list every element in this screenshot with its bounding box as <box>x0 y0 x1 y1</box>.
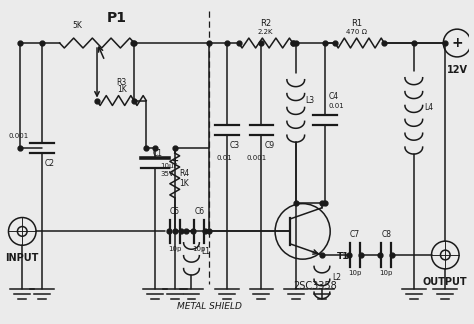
Text: C4: C4 <box>328 92 338 100</box>
Text: R2: R2 <box>260 19 271 28</box>
Text: 0.01: 0.01 <box>216 155 232 161</box>
Text: 10p: 10p <box>192 246 206 252</box>
Text: 10μF: 10μF <box>160 163 177 169</box>
Text: 470 Ω: 470 Ω <box>346 29 367 35</box>
Text: L4: L4 <box>425 103 434 112</box>
Text: 12V: 12V <box>447 65 467 75</box>
Text: 0.001: 0.001 <box>246 155 266 161</box>
Text: 35V: 35V <box>160 171 173 177</box>
Text: C8: C8 <box>381 230 391 239</box>
Text: 1K: 1K <box>117 85 127 94</box>
Text: C2: C2 <box>45 159 55 168</box>
Text: OUTPUT: OUTPUT <box>423 277 467 287</box>
Text: P1: P1 <box>107 11 127 25</box>
Text: R1: R1 <box>351 19 362 28</box>
Text: C1: C1 <box>153 149 163 158</box>
Text: 0.01: 0.01 <box>328 103 344 110</box>
Text: C5: C5 <box>170 207 180 215</box>
Text: 5K: 5K <box>73 21 82 30</box>
Text: C9: C9 <box>264 141 274 150</box>
Text: 10p: 10p <box>380 270 393 276</box>
Text: 10p: 10p <box>168 246 182 252</box>
Text: R3: R3 <box>117 78 127 87</box>
Text: C6: C6 <box>194 207 204 215</box>
Text: L1: L1 <box>201 247 210 256</box>
Text: METAL SHIELD: METAL SHIELD <box>177 302 242 311</box>
Text: +: + <box>451 36 463 50</box>
Text: 2SC3358: 2SC3358 <box>293 281 337 291</box>
Text: +: + <box>171 156 178 165</box>
Text: T1: T1 <box>337 252 349 261</box>
Text: L3: L3 <box>306 96 315 105</box>
Text: INPUT: INPUT <box>6 253 39 263</box>
Text: 2.2K: 2.2K <box>257 29 273 35</box>
Text: 0.001: 0.001 <box>9 133 29 139</box>
Text: 1K: 1K <box>180 179 190 188</box>
Text: C7: C7 <box>350 230 360 239</box>
Text: 10p: 10p <box>348 270 362 276</box>
Text: L2: L2 <box>332 273 341 282</box>
Text: C3: C3 <box>230 141 240 150</box>
Text: R4: R4 <box>180 169 190 178</box>
